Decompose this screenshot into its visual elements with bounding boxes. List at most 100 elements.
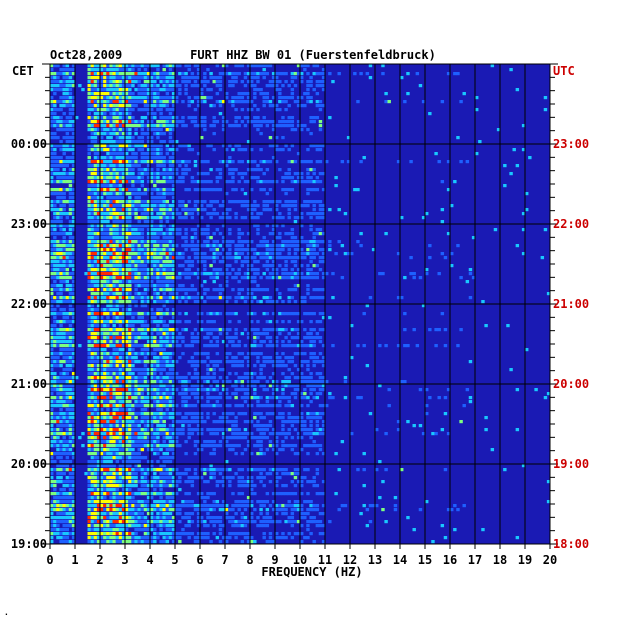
spectrogram-cell (50, 388, 54, 392)
spectrogram-cell (237, 364, 241, 368)
spectrogram-cell (53, 208, 57, 212)
spectrogram-cell (65, 396, 70, 400)
spectrogram-cell (315, 252, 320, 256)
spectrogram-cell (178, 376, 182, 380)
spectrogram-cell (190, 336, 195, 340)
spectrogram-cell (100, 300, 104, 304)
spectrogram-cell (150, 208, 154, 212)
spectrogram-cell (103, 252, 107, 256)
spectrogram-cell (100, 316, 104, 320)
spectrogram-cell (137, 84, 141, 88)
spectrogram-cell (65, 300, 70, 304)
spectrogram-cell (65, 340, 70, 344)
spectrogram-cell (112, 332, 116, 336)
spectrogram-cell (140, 144, 145, 148)
spectrogram-cell (303, 336, 307, 340)
spectrogram-cell (196, 200, 201, 204)
spectrogram-cell (153, 312, 157, 316)
spectrogram-cell (218, 80, 223, 84)
spectrogram-cell (190, 420, 195, 424)
spectrogram-cell (165, 260, 170, 264)
spectrogram-cell (65, 424, 70, 428)
spectrogram-cell (143, 284, 148, 288)
spectrogram-cell (156, 172, 160, 176)
spectrogram-cell (56, 144, 60, 148)
spectrogram-cell (293, 204, 298, 208)
spectrogram-cell (146, 216, 151, 220)
spectrogram-cell (65, 68, 70, 72)
spectrogram-cell (137, 316, 141, 320)
spectrogram-cell (137, 328, 141, 332)
spectrogram-cell (168, 68, 173, 72)
spectrogram-cell (112, 380, 116, 384)
spectrogram-cell (184, 416, 188, 420)
spectrogram-cell (71, 124, 76, 128)
spectrogram-cell (200, 204, 204, 208)
spectrogram-cell (56, 100, 60, 104)
spectrogram-cell (212, 288, 216, 292)
spectrogram-cell (156, 280, 160, 284)
spectrogram-cell (128, 172, 132, 176)
spectrogram-cell (112, 368, 116, 372)
spectrogram-cell (100, 416, 104, 420)
spectrogram-cell (90, 332, 95, 336)
spectrogram-cell (96, 96, 101, 100)
spectrogram-cell (121, 244, 126, 248)
spectrogram-cell (300, 128, 304, 132)
spectrogram-cell (62, 424, 66, 428)
spectrogram-cell (62, 412, 66, 416)
spectrogram-cell (509, 368, 513, 372)
spectrogram-cell (159, 132, 163, 136)
spectrogram-cell (256, 284, 260, 288)
spectrogram-cell (309, 188, 313, 192)
spectrogram-cell (100, 400, 104, 404)
spectrogram-cell (118, 160, 123, 164)
spectrogram-cell (50, 324, 54, 328)
spectrogram-cell (53, 416, 57, 420)
spectrogram-cell (103, 328, 107, 332)
spectrogram-cell (112, 372, 116, 376)
spectrogram-cell (96, 356, 101, 360)
spectrogram-cell (234, 260, 238, 264)
spectrogram-cell (178, 276, 182, 280)
spectrogram-cell (103, 236, 107, 240)
spectrogram-cell (125, 396, 129, 400)
spectrogram-cell (118, 144, 123, 148)
spectrogram-cell (71, 68, 76, 72)
spectrogram-cell (56, 128, 60, 132)
spectrogram-cell (181, 120, 185, 124)
spectrogram-cell (125, 268, 129, 272)
spectrogram-cell (515, 244, 520, 248)
spectrogram-cell (103, 284, 107, 288)
spectrogram-cell (100, 288, 104, 292)
spectrogram-cell (281, 420, 285, 424)
spectrogram-cell (184, 312, 188, 316)
spectrogram-cell (315, 176, 320, 180)
spectrogram-cell (231, 340, 235, 344)
spectrogram-cell (103, 388, 107, 392)
spectrogram-cell (62, 392, 66, 396)
spectrogram-cell (215, 84, 220, 88)
spectrogram-cell (87, 252, 91, 256)
spectrogram-cell (137, 244, 141, 248)
spectrogram-cell (318, 228, 323, 232)
spectrogram-cell (190, 180, 195, 184)
spectrogram-cell (275, 396, 279, 400)
spectrogram-cell (162, 216, 166, 220)
spectrogram-cell (212, 388, 216, 392)
spectrogram-cell (171, 144, 176, 148)
spectrogram-cell (121, 212, 126, 216)
spectrogram-cell (246, 380, 251, 384)
spectrogram-cell (243, 388, 248, 392)
spectrogram-cell (125, 160, 129, 164)
spectrogram-cell (50, 116, 54, 120)
spectrogram-cell (250, 404, 254, 408)
spectrogram-cell (118, 400, 123, 404)
spectrogram-cell (71, 328, 76, 332)
spectrogram-cell (265, 388, 270, 392)
spectrogram-cell (212, 212, 216, 216)
spectrogram-cell (87, 220, 91, 224)
spectrogram-cell (150, 376, 154, 380)
spectrogram-cell (296, 248, 301, 252)
spectrogram-cell (112, 376, 116, 380)
